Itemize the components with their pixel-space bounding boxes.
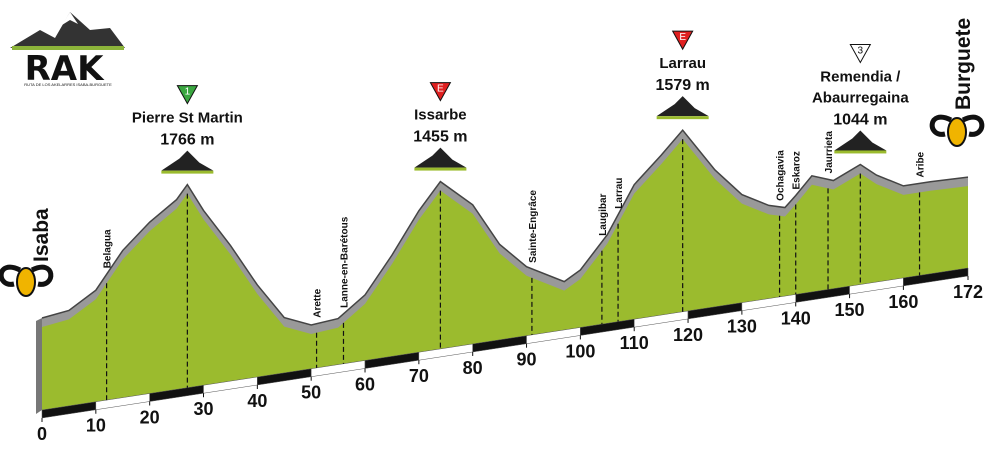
badge-label: 1 <box>185 87 191 98</box>
ram-face <box>947 117 967 147</box>
x-tick-label: 160 <box>888 292 918 312</box>
x-tick-label: 60 <box>355 374 375 394</box>
logo-snow <box>62 12 78 25</box>
summit-name: Pierre St Martin <box>132 110 243 127</box>
logo-title: RAK <box>25 49 105 89</box>
x-tick-label: 30 <box>193 399 213 419</box>
end-label: Burguete <box>952 18 975 110</box>
x-tick-label: 10 <box>86 416 106 436</box>
town-label: Ochagavia <box>776 150 787 201</box>
x-tick-label: 80 <box>463 358 483 378</box>
summit-badge <box>176 85 199 105</box>
badge-label: E <box>437 84 444 95</box>
summit-icon-base <box>161 170 214 174</box>
summit-icon-base <box>656 116 709 120</box>
summit-name: Larrau <box>659 55 706 72</box>
town-label: Aribe <box>916 151 927 177</box>
town-label: Jaurrieta <box>824 131 835 174</box>
x-tick-label: 20 <box>140 407 160 427</box>
profile-line <box>41 129 969 326</box>
summit-icon <box>834 130 887 151</box>
x-tick-label: 120 <box>673 325 703 345</box>
x-tick-label: 130 <box>727 317 757 337</box>
summit-icon <box>161 150 214 171</box>
town-label: Arette <box>313 288 324 317</box>
summit-name: Issarbe <box>414 107 467 124</box>
ram-horn <box>961 114 985 137</box>
badge-label: E <box>679 32 686 43</box>
summit-icon-base <box>834 150 887 154</box>
summit-badge <box>671 30 694 51</box>
logo-subtitle: RUTA DE LOS AKELARRES ISABA-BURGUETE <box>24 82 112 87</box>
summit-elevation: 1579 m <box>656 77 710 94</box>
x-tick-label: 110 <box>620 333 649 353</box>
logo-mountain <box>10 12 125 48</box>
badge-label: 3 <box>858 45 864 56</box>
summit-elevation: 1766 m <box>160 132 214 149</box>
x-tick-label: 70 <box>409 366 429 386</box>
summit-badge <box>429 82 452 102</box>
x-tick-label: 150 <box>835 300 865 320</box>
town-label: Belagua <box>103 229 114 268</box>
summit-badge <box>849 43 872 64</box>
town-label: Larrau <box>614 178 625 209</box>
profile-fill <box>42 139 968 410</box>
ram-horn <box>929 114 953 137</box>
summit-name: Abaurregaina <box>812 89 909 106</box>
x-tick-label: 172 <box>953 282 983 302</box>
summit-icon <box>656 96 709 117</box>
town-label: Laugibar <box>598 193 609 235</box>
x-tick-label: 40 <box>247 391 267 411</box>
summit-elevation: 1044 m <box>833 111 887 128</box>
ram-icon <box>0 264 54 297</box>
summit-elevation: 1455 m <box>413 129 467 146</box>
town-label: Lanne-en-Barétous <box>339 216 350 308</box>
x-tick-label: 100 <box>565 341 595 361</box>
summit-icon <box>414 147 467 168</box>
town-label: Eskaroz <box>792 151 803 189</box>
x-tick-label: 140 <box>781 308 811 328</box>
town-label: Sainte-Engrâce <box>528 190 539 263</box>
summit-icon-base <box>414 167 467 171</box>
start-label: Isaba <box>30 208 53 262</box>
ram-horn <box>0 264 22 287</box>
ram-horn <box>30 264 54 287</box>
summit-name: Remendia / <box>820 68 901 85</box>
logo: RAK RUTA DE LOS AKELARRES ISABA-BURGUETE <box>10 12 125 89</box>
x-tick-label: 90 <box>517 350 537 370</box>
ram-face <box>16 267 36 297</box>
x-tick-label: 0 <box>37 424 47 444</box>
logo-bar <box>12 46 124 50</box>
side-wall <box>36 318 42 414</box>
x-tick-label: 50 <box>301 383 321 403</box>
ram-icon <box>929 114 985 147</box>
